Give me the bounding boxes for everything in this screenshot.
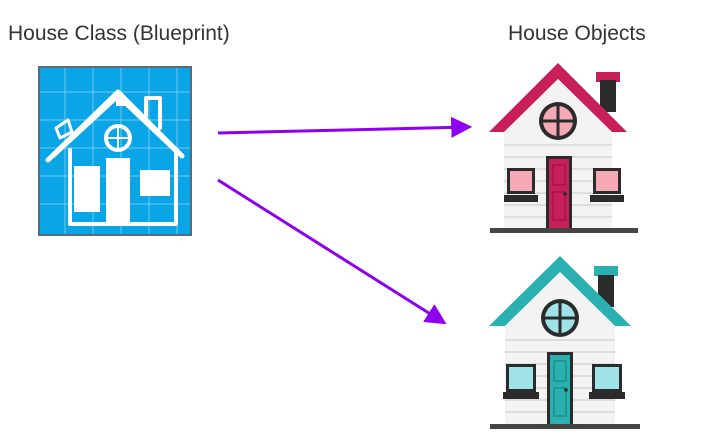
chimney-cap (594, 266, 618, 276)
arrow-to-teal-house (217, 178, 447, 325)
door (550, 355, 570, 424)
roof (489, 63, 627, 132)
objects-title: House Objects (508, 22, 646, 45)
right-window (596, 171, 618, 191)
right-window-sill (590, 195, 624, 202)
house-object-teal (489, 256, 640, 429)
ground-line (490, 424, 640, 429)
blueprint-house-fills (74, 98, 170, 224)
left-window-sill (504, 195, 538, 202)
right-window (595, 367, 619, 389)
right-window-sill (589, 392, 625, 399)
door (549, 159, 569, 228)
arrow-to-pink-house (217, 116, 473, 138)
blueprint-title: House Class (Blueprint) (8, 22, 230, 45)
ground-line (490, 228, 638, 233)
door-knob (564, 388, 568, 392)
left-window-sill (503, 392, 539, 399)
chimney (600, 80, 616, 112)
roof (489, 256, 631, 326)
chimney-cap (596, 72, 620, 82)
house-object-pink (489, 63, 638, 233)
blueprint-card (38, 66, 192, 236)
door-knob (563, 192, 567, 196)
left-window (510, 171, 532, 191)
left-window (509, 367, 533, 389)
